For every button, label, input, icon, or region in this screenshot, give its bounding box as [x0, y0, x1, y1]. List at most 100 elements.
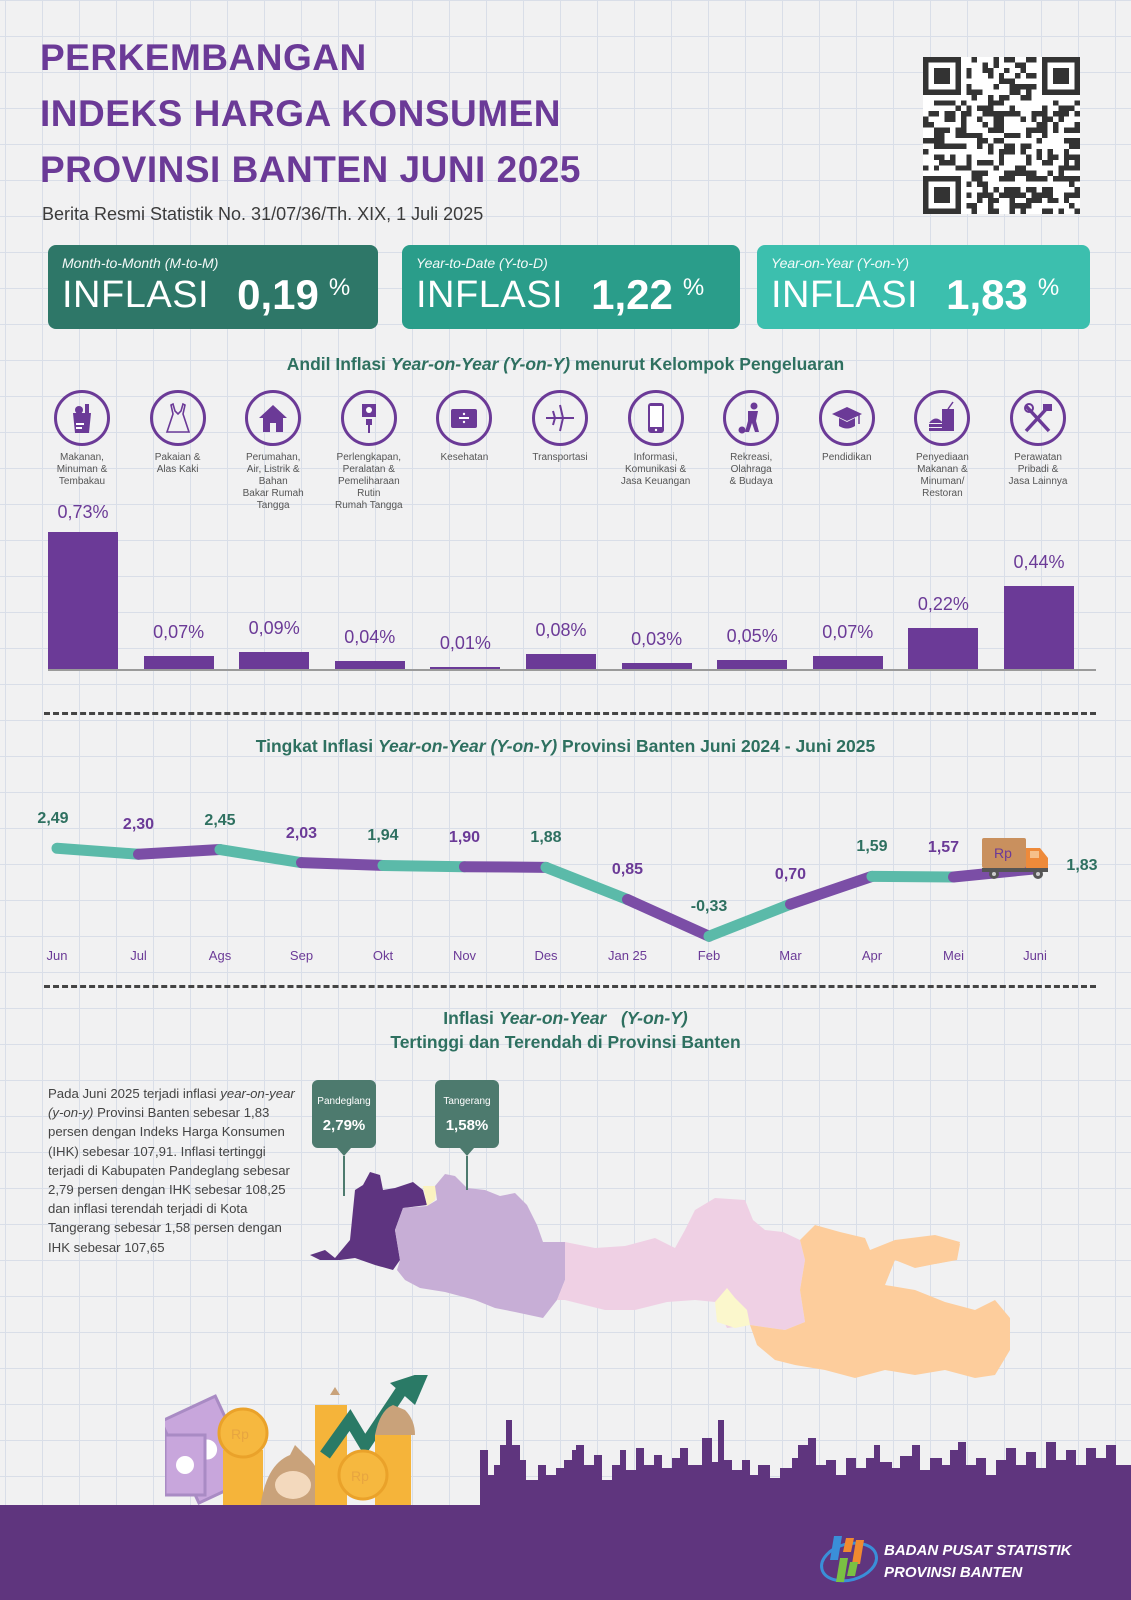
- line-point-label: 2,45: [204, 811, 236, 829]
- kpi-value: 1,83: [946, 271, 1028, 318]
- kpi-unit: %: [328, 274, 351, 301]
- x-axis-month: Sep: [289, 948, 314, 963]
- java-island-map: [310, 1172, 1010, 1378]
- category-8: Rekreasi, Olahraga & Budaya: [706, 390, 796, 488]
- delivery-truck-icon: Rp: [982, 838, 1048, 879]
- bar: [430, 667, 501, 669]
- bar-value-label: 0,73%: [57, 502, 109, 522]
- bar-value-label: 0,08%: [535, 619, 587, 640]
- bar: [1004, 586, 1074, 669]
- bar: [143, 655, 214, 669]
- category-label: Perlengkapan, Peralatan & Pemeliharaan Ruti…: [334, 452, 403, 511]
- map-region-jawa-tengah: [557, 1198, 805, 1330]
- svg-text:Rp: Rp: [231, 1426, 249, 1442]
- category-9: Pendidikan: [802, 390, 892, 464]
- section-divider: [44, 985, 1096, 988]
- bar-value-label: 0,03%: [631, 629, 683, 650]
- category-label: Perawatan Pribadi & Jasa Lainnya: [1008, 452, 1068, 487]
- release-subtitle: Berita Resmi Statistik No. 31/07/36/Th. …: [42, 204, 484, 224]
- category-10: Penyediaan Makanan & Minuman/Restoran: [897, 390, 987, 500]
- kpi-card-yoy: Year-on-Year (Y-on-Y) INFLASI 1,83 %: [757, 245, 1090, 329]
- plug-icon: [340, 390, 397, 446]
- qr-code-icon[interactable]: [923, 57, 1080, 214]
- kpi-value: 1,22: [591, 271, 673, 318]
- callout-stem: [343, 1156, 345, 1196]
- line-point-label: 2,30: [122, 816, 155, 834]
- line-point-label: 2,49: [37, 810, 69, 828]
- line-point-label: 1,59: [856, 838, 888, 856]
- bar-value-label: 0,22%: [917, 593, 969, 614]
- scissors-comb-icon: [1010, 390, 1066, 446]
- bar-chart-baseline: [48, 669, 1096, 671]
- bps-logo-icon: [820, 1536, 878, 1583]
- house-icon: [245, 390, 302, 446]
- category-label: Pakaian & Alas Kaki: [154, 452, 201, 475]
- category-5: Kesehatan: [419, 390, 509, 464]
- title-line-2: INDEKS HARGA KONSUMEN: [40, 93, 561, 134]
- bps-org-name: BADAN PUSAT STATISTIK PROVINSI BANTEN: [884, 1542, 1072, 1581]
- football-player-icon: [723, 390, 780, 446]
- line-point-label: 0,85: [611, 861, 644, 879]
- dress-icon: [149, 390, 206, 446]
- line-section-title: Tingkat Inflasi Year-on-Year (Y-on-Y) Pr…: [255, 736, 876, 756]
- line-point-label: 1,94: [367, 827, 399, 845]
- money-growth-illustration: Rp Rp: [165, 1375, 428, 1510]
- callout-tangerang: Tangerang 1,58%: [435, 1080, 499, 1156]
- line-point-label: 1,88: [530, 829, 562, 847]
- fast-food-icon: [914, 390, 971, 446]
- bar: [621, 663, 692, 669]
- title-line-1: PERKEMBANGAN: [40, 37, 367, 78]
- title-line-3: PROVINSI BANTEN JUNI 2025: [40, 149, 581, 190]
- kpi-card-mtm: Month-to-Month (M-to-M) INFLASI 0,19 %: [48, 245, 378, 329]
- category-label: Rekreasi, Olahraga & Budaya: [729, 452, 773, 487]
- x-axis-month: Jun: [46, 948, 68, 963]
- line-point-label: -0,33: [690, 898, 728, 916]
- category-3: Perumahan, Air, Listrik & Bahan Bakar Rumah…: [228, 390, 318, 512]
- kpi-unit: %: [1037, 274, 1060, 301]
- category-7: Informasi, Komunikasi & Jasa Keuangan: [611, 390, 701, 488]
- bar: [812, 655, 883, 669]
- line-point-label: 0,70: [774, 866, 807, 884]
- category-label: Transportasi: [532, 452, 588, 463]
- x-axis-month: Apr: [861, 948, 883, 963]
- page-title: PERKEMBANGAN INDEKS HARGA KONSUMEN PROVI…: [40, 30, 581, 198]
- kpi-word: INFLASI: [62, 274, 210, 316]
- x-axis-month: Juni: [1023, 948, 1047, 963]
- line-point-label: 1,83: [1066, 856, 1098, 874]
- bar: [717, 659, 788, 669]
- bar-value-label: 0,05%: [726, 625, 778, 646]
- map-region-tangerang: [423, 1186, 437, 1206]
- kpi-label: Month-to-Month (M-to-M): [62, 255, 219, 271]
- category-label: Informasi, Komunikasi & Jasa Keuangan: [620, 452, 691, 487]
- category-label: Penyediaan Makanan & Minuman/Restoran: [915, 452, 969, 499]
- category-label: Kesehatan: [440, 452, 489, 463]
- kpi-card-ytd: Year-to-Date (Y-to-D) INFLASI 1,22 %: [402, 245, 740, 329]
- graduation-cap-icon: [818, 390, 875, 446]
- x-axis-month: Nov: [452, 948, 477, 963]
- summary-paragraph: Pada Juni 2025 terjadi inflasi year-on-y…: [48, 1086, 295, 1255]
- x-axis-month: Jan 25: [607, 948, 648, 963]
- svg-text:Rp: Rp: [351, 1468, 369, 1484]
- kpi-label: Year-on-Year (Y-on-Y): [771, 255, 909, 271]
- category-1: Makanan, Minuman & Tembakau: [37, 390, 127, 488]
- category-6: Transportasi: [515, 390, 605, 464]
- category-2: Pakaian & Alas Kaki: [133, 390, 223, 476]
- bar-value-label: 0,44%: [1013, 552, 1065, 573]
- city-skyline-illustration: [480, 1420, 1131, 1510]
- map-region-banten: [310, 1172, 427, 1270]
- kpi-word: INFLASI: [771, 274, 919, 316]
- map-region-madura: [900, 1240, 960, 1264]
- category-label: Makanan, Minuman & Tembakau: [56, 452, 108, 487]
- category-label: Perumahan, Air, Listrik & Bahan Bakar Rumah…: [242, 452, 304, 511]
- bar-value-label: 0,01%: [439, 633, 491, 653]
- grocery-bag-icon: [54, 390, 110, 446]
- x-axis-month: Feb: [697, 948, 721, 963]
- bar: [526, 653, 596, 669]
- smartphone-icon: [627, 390, 684, 446]
- map-region-jawa-timur: [750, 1225, 1010, 1378]
- medical-kit-icon: [436, 390, 493, 446]
- bar-value-label: 0,07%: [822, 621, 874, 642]
- bar: [239, 652, 310, 669]
- airplane-icon: [532, 390, 588, 446]
- andil-section-title: Andil Inflasi Year-on-Year (Y-on-Y) menu…: [286, 354, 845, 374]
